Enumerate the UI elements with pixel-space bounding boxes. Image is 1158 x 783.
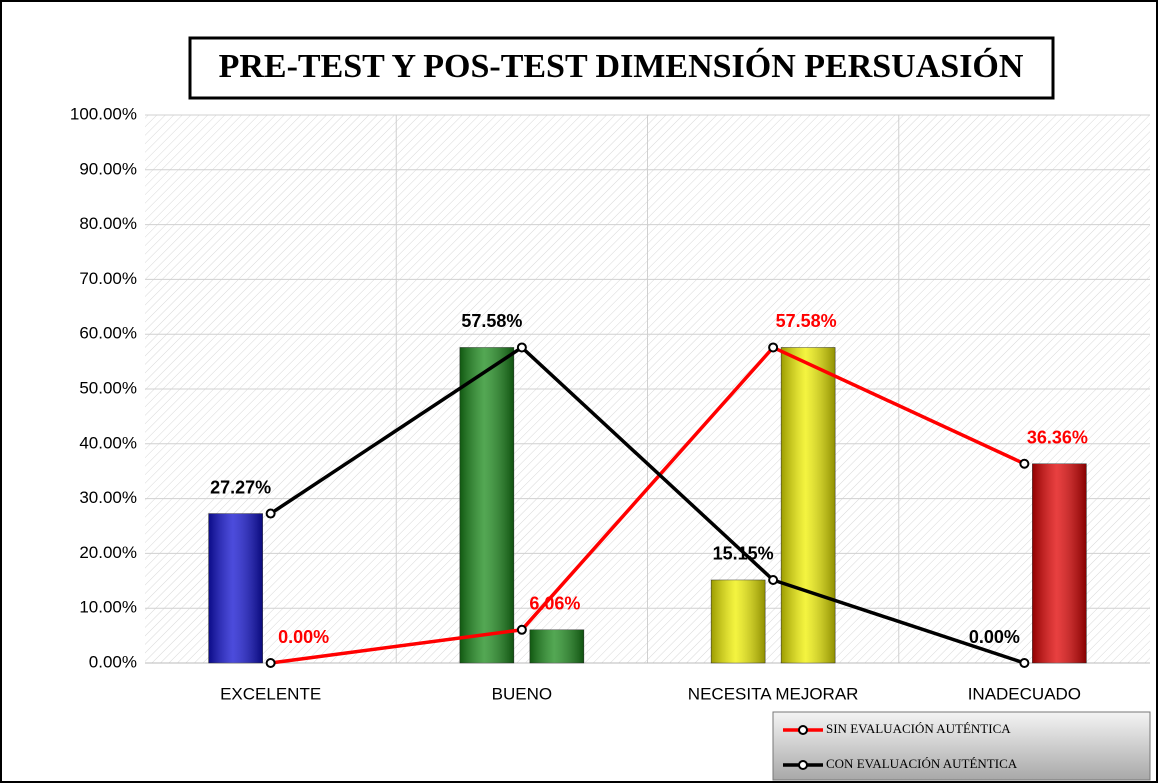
bar-shade [208, 513, 263, 663]
line-point [768, 342, 779, 353]
bar-shade [711, 579, 766, 663]
bar-shade [781, 347, 836, 663]
legend-label: SIN EVALUACIÓN AUTÉNTICA [826, 721, 1011, 736]
legend-point [798, 725, 808, 735]
data-label: 27.27% [210, 477, 271, 497]
data-label: 15.15% [713, 544, 774, 564]
y-tick-label: 50.00% [79, 378, 137, 397]
line-point [516, 342, 527, 353]
x-tick-label: BUENO [492, 684, 552, 703]
y-tick-label: 80.00% [79, 214, 137, 233]
data-label: 57.58% [776, 311, 837, 331]
line-point [265, 508, 276, 519]
legend-box [772, 711, 1151, 781]
data-label: 0.00% [969, 627, 1020, 647]
x-tick-label: INADECUADO [968, 684, 1081, 703]
y-tick-label: 0.00% [89, 652, 137, 671]
bar-shade [459, 347, 514, 663]
y-tick-label: 40.00% [79, 433, 137, 452]
y-tick-label: 30.00% [79, 488, 137, 507]
line-point [516, 624, 527, 635]
legend-point [798, 760, 808, 770]
line-point [1019, 658, 1030, 668]
y-tick-label: 60.00% [79, 324, 137, 343]
y-tick-label: 100.00% [70, 104, 137, 123]
bar-shade [1032, 463, 1087, 663]
series-line [269, 345, 1025, 665]
chart-title: PRE-TEST Y POS-TEST DIMENSIÓN PERSUASIÓN [219, 47, 1024, 85]
y-tick-label: 10.00% [79, 598, 137, 617]
y-tick-label: 90.00% [79, 159, 137, 178]
title-box [188, 36, 1055, 100]
series-line [270, 345, 1026, 665]
bar-shade [529, 629, 584, 663]
data-label: 0.00% [278, 627, 329, 647]
legend-label: CON EVALUACIÓN AUTÉNTICA [826, 756, 1018, 771]
line-point [265, 658, 276, 668]
line-point [768, 574, 779, 585]
line-point [1019, 458, 1030, 469]
data-label: 36.36% [1027, 427, 1088, 447]
data-label: 57.58% [461, 311, 522, 331]
x-tick-label: NECESITA MEJORAR [688, 684, 859, 703]
data-label: 6.06% [529, 594, 580, 614]
y-tick-label: 20.00% [79, 543, 137, 562]
x-tick-label: EXCELENTE [220, 684, 321, 703]
y-tick-label: 70.00% [79, 269, 137, 288]
